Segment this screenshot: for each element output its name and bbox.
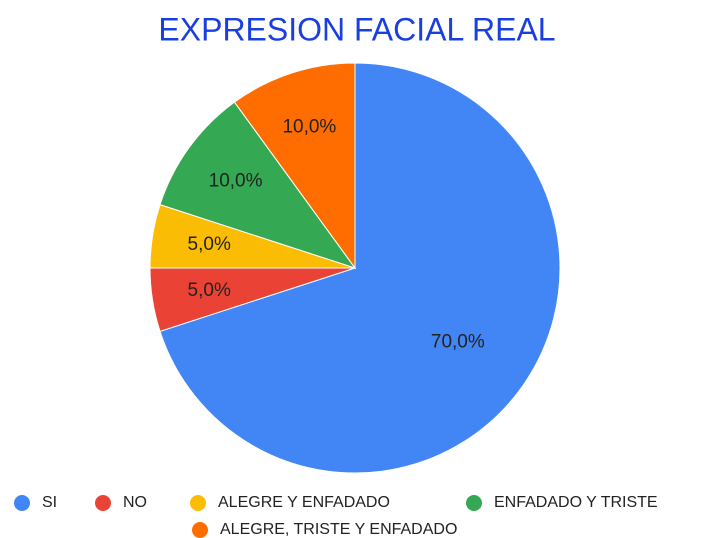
pie-slice [159, 62, 561, 474]
data-label: 70,0% [431, 332, 485, 353]
legend-marker [14, 495, 30, 511]
data-label: 5,0% [188, 234, 231, 255]
pie-slice [233, 62, 356, 270]
legend-marker [190, 495, 206, 511]
data-label: 5,0% [188, 280, 231, 301]
legend-label: ENFADADO Y TRISTE [494, 494, 658, 511]
legend-marker [466, 495, 482, 511]
legend-label: SI [42, 494, 57, 511]
legend-marker [95, 495, 111, 511]
legend-marker [192, 522, 208, 538]
chart-title: EXPRESION FACIAL REAL [158, 11, 555, 47]
legend-label: ALEGRE, TRISTE Y ENFADADO [220, 521, 457, 538]
data-label: 10,0% [282, 117, 336, 138]
data-label: 10,0% [209, 170, 263, 191]
legend-label: ALEGRE Y ENFADADO [218, 494, 390, 511]
legend-label: NO [123, 494, 147, 511]
pie-slice [159, 101, 357, 269]
